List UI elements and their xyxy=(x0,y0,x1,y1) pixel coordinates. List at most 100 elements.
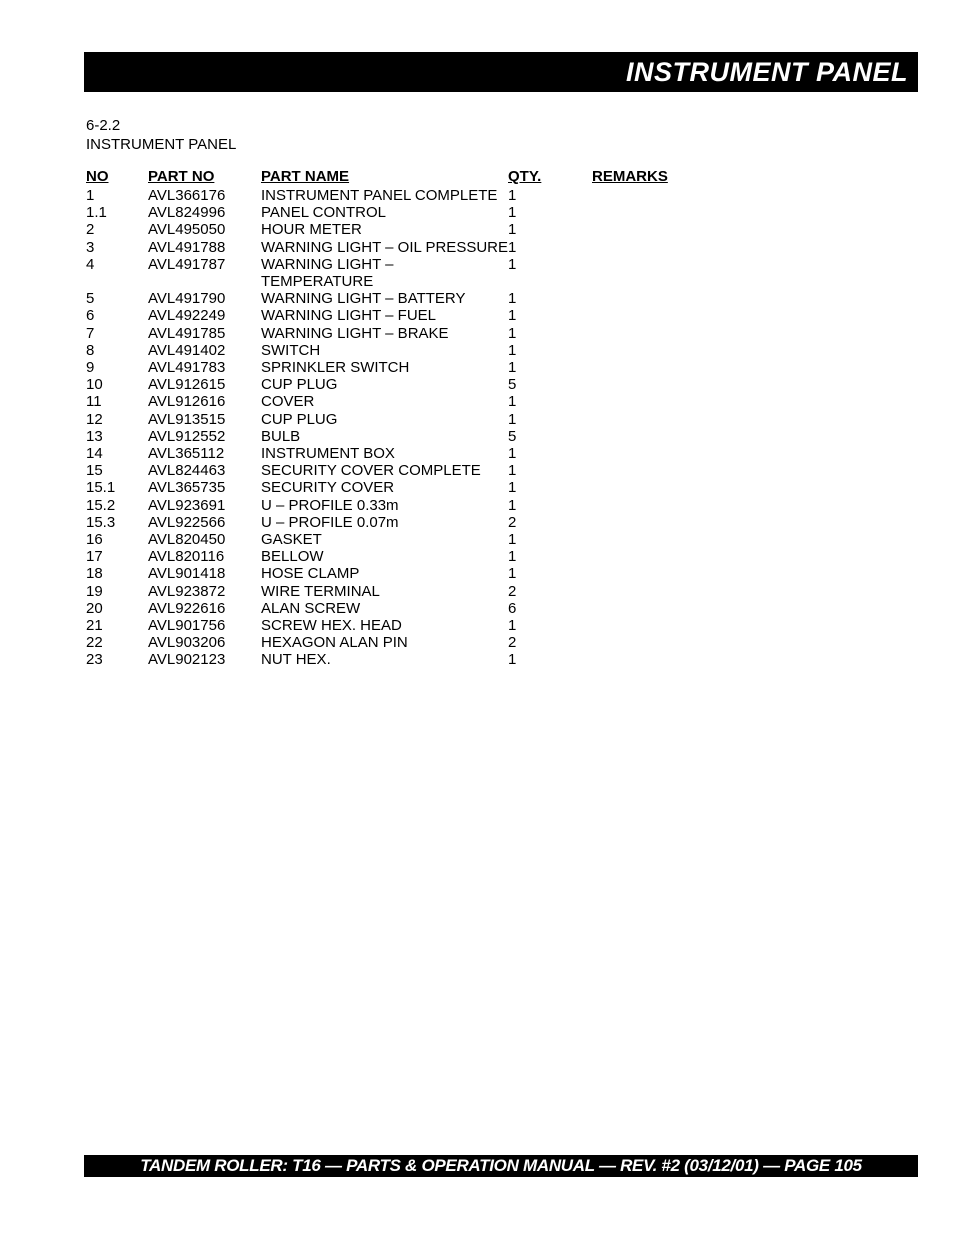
table-header-row: NO PART NO PART NAME QTY. REMARKS xyxy=(86,168,894,185)
cell-partname: SECURITY COVER COMPLETE xyxy=(261,462,508,479)
table-row: 23AVL902123NUT HEX.1 xyxy=(86,651,894,668)
cell-no: 21 xyxy=(86,617,148,634)
table-row: 15AVL824463SECURITY COVER COMPLETE1 xyxy=(86,462,894,479)
cell-remarks xyxy=(592,221,894,238)
cell-no: 4 xyxy=(86,256,148,290)
cell-no: 2 xyxy=(86,221,148,238)
table-row: 21AVL901756SCREW HEX. HEAD1 xyxy=(86,617,894,634)
cell-partname: SWITCH xyxy=(261,342,508,359)
cell-partno: AVL903206 xyxy=(148,634,261,651)
cell-partname: BELLOW xyxy=(261,548,508,565)
cell-partname: U – PROFILE 0.07m xyxy=(261,514,508,531)
cell-remarks xyxy=(592,290,894,307)
table-row: 13AVL912552BULB5 xyxy=(86,428,894,445)
cell-remarks xyxy=(592,548,894,565)
cell-remarks xyxy=(592,428,894,445)
footer-bar: TANDEM ROLLER: T16 — PARTS & OPERATION M… xyxy=(84,1155,918,1177)
table-row: 16AVL820450GASKET1 xyxy=(86,531,894,548)
cell-qty: 1 xyxy=(508,617,592,634)
cell-partno: AVL491788 xyxy=(148,239,261,256)
cell-partno: AVL365112 xyxy=(148,445,261,462)
table-row: 15.3AVL922566U – PROFILE 0.07m2 xyxy=(86,514,894,531)
cell-no: 8 xyxy=(86,342,148,359)
cell-partname: PANEL CONTROL xyxy=(261,204,508,221)
table-row: 1.1AVL824996PANEL CONTROL1 xyxy=(86,204,894,221)
cell-partno: AVL365735 xyxy=(148,479,261,496)
cell-partno: AVL491787 xyxy=(148,256,261,290)
cell-no: 14 xyxy=(86,445,148,462)
table-row: 5AVL491790WARNING LIGHT – BATTERY1 xyxy=(86,290,894,307)
table-row: 1AVL366176INSTRUMENT PANEL COMPLETE1 xyxy=(86,187,894,204)
section-name: INSTRUMENT PANEL xyxy=(86,135,236,154)
cell-remarks xyxy=(592,462,894,479)
cell-remarks xyxy=(592,187,894,204)
cell-partno: AVL923691 xyxy=(148,497,261,514)
cell-partno: AVL824463 xyxy=(148,462,261,479)
cell-partno: AVL901756 xyxy=(148,617,261,634)
cell-partname: CUP PLUG xyxy=(261,376,508,393)
cell-partname: CUP PLUG xyxy=(261,411,508,428)
cell-partno: AVL912616 xyxy=(148,393,261,410)
cell-partname: INSTRUMENT BOX xyxy=(261,445,508,462)
cell-qty: 1 xyxy=(508,445,592,462)
cell-no: 22 xyxy=(86,634,148,651)
cell-no: 5 xyxy=(86,290,148,307)
cell-qty: 1 xyxy=(508,497,592,514)
cell-partname: NUT HEX. xyxy=(261,651,508,668)
table-row: 8AVL491402SWITCH1 xyxy=(86,342,894,359)
table-row: 10AVL912615CUP PLUG5 xyxy=(86,376,894,393)
table-row: 22AVL903206HEXAGON ALAN PIN2 xyxy=(86,634,894,651)
cell-qty: 1 xyxy=(508,548,592,565)
cell-partno: AVL491402 xyxy=(148,342,261,359)
cell-no: 15.1 xyxy=(86,479,148,496)
table-row: 2AVL495050HOUR METER1 xyxy=(86,221,894,238)
cell-partno: AVL492249 xyxy=(148,307,261,324)
cell-qty: 1 xyxy=(508,651,592,668)
table-body: 1AVL366176INSTRUMENT PANEL COMPLETE11.1A… xyxy=(86,187,894,669)
cell-no: 7 xyxy=(86,325,148,342)
cell-partname: ALAN SCREW xyxy=(261,600,508,617)
cell-remarks xyxy=(592,359,894,376)
cell-remarks xyxy=(592,342,894,359)
cell-partname: HOUR METER xyxy=(261,221,508,238)
cell-qty: 1 xyxy=(508,239,592,256)
cell-no: 18 xyxy=(86,565,148,582)
cell-remarks xyxy=(592,617,894,634)
cell-qty: 2 xyxy=(508,583,592,600)
cell-partname: WARNING LIGHT – BRAKE xyxy=(261,325,508,342)
table-row: 20AVL922616ALAN SCREW6 xyxy=(86,600,894,617)
parts-table: NO PART NO PART NAME QTY. REMARKS 1AVL36… xyxy=(86,168,894,669)
cell-partname: WIRE TERMINAL xyxy=(261,583,508,600)
cell-partno: AVL901418 xyxy=(148,565,261,582)
cell-partname: GASKET xyxy=(261,531,508,548)
cell-qty: 6 xyxy=(508,600,592,617)
cell-qty: 1 xyxy=(508,221,592,238)
cell-partno: AVL820116 xyxy=(148,548,261,565)
cell-qty: 1 xyxy=(508,187,592,204)
cell-remarks xyxy=(592,445,894,462)
cell-partname: WARNING LIGHT – TEMPERATURE xyxy=(261,256,508,290)
cell-no: 23 xyxy=(86,651,148,668)
table-row: 4AVL491787WARNING LIGHT – TEMPERATURE1 xyxy=(86,256,894,290)
cell-no: 19 xyxy=(86,583,148,600)
cell-qty: 1 xyxy=(508,256,592,290)
table-row: 17AVL820116BELLOW1 xyxy=(86,548,894,565)
cell-qty: 1 xyxy=(508,359,592,376)
cell-partno: AVL922616 xyxy=(148,600,261,617)
col-header-qty: QTY. xyxy=(508,168,592,185)
cell-partno: AVL922566 xyxy=(148,514,261,531)
cell-partno: AVL491783 xyxy=(148,359,261,376)
cell-no: 6 xyxy=(86,307,148,324)
cell-qty: 1 xyxy=(508,307,592,324)
cell-partno: AVL491785 xyxy=(148,325,261,342)
cell-remarks xyxy=(592,565,894,582)
table-row: 6AVL492249WARNING LIGHT – FUEL1 xyxy=(86,307,894,324)
cell-partname: WARNING LIGHT – BATTERY xyxy=(261,290,508,307)
cell-remarks xyxy=(592,307,894,324)
cell-qty: 1 xyxy=(508,411,592,428)
table-row: 11AVL912616COVER1 xyxy=(86,393,894,410)
cell-remarks xyxy=(592,325,894,342)
cell-no: 15 xyxy=(86,462,148,479)
cell-partname: WARNING LIGHT – FUEL xyxy=(261,307,508,324)
table-row: 19AVL923872WIRE TERMINAL2 xyxy=(86,583,894,600)
